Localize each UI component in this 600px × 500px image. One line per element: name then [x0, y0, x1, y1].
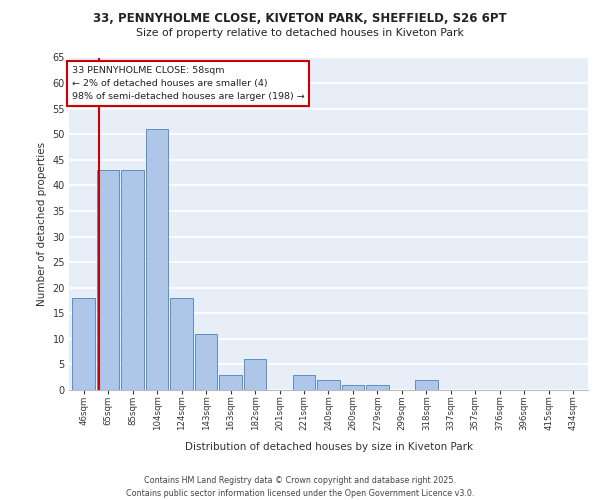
- Bar: [97, 170, 119, 390]
- Bar: [121, 170, 144, 390]
- Bar: [366, 385, 389, 390]
- Bar: [73, 298, 95, 390]
- Bar: [342, 385, 364, 390]
- Text: Distribution of detached houses by size in Kiveton Park: Distribution of detached houses by size …: [185, 442, 473, 452]
- Bar: [195, 334, 217, 390]
- Y-axis label: Number of detached properties: Number of detached properties: [37, 142, 47, 306]
- Text: 33, PENNYHOLME CLOSE, KIVETON PARK, SHEFFIELD, S26 6PT: 33, PENNYHOLME CLOSE, KIVETON PARK, SHEF…: [93, 12, 507, 26]
- Bar: [317, 380, 340, 390]
- Text: Contains HM Land Registry data © Crown copyright and database right 2025.
Contai: Contains HM Land Registry data © Crown c…: [126, 476, 474, 498]
- Text: 33 PENNYHOLME CLOSE: 58sqm
← 2% of detached houses are smaller (4)
98% of semi-d: 33 PENNYHOLME CLOSE: 58sqm ← 2% of detac…: [71, 66, 304, 101]
- Bar: [146, 129, 169, 390]
- Bar: [415, 380, 437, 390]
- Bar: [170, 298, 193, 390]
- Bar: [220, 374, 242, 390]
- Bar: [293, 374, 315, 390]
- Text: Size of property relative to detached houses in Kiveton Park: Size of property relative to detached ho…: [136, 28, 464, 38]
- Bar: [244, 360, 266, 390]
